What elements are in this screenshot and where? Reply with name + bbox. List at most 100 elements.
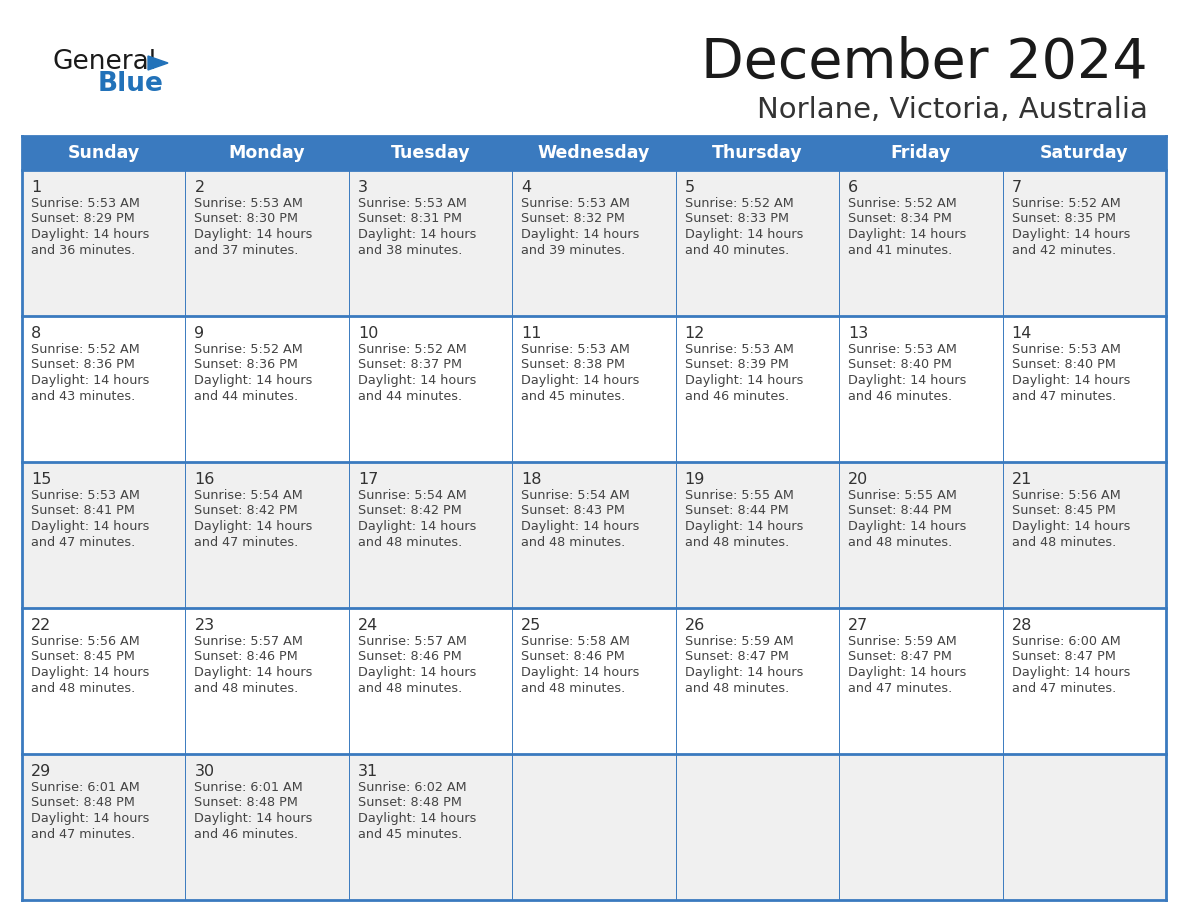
Text: Daylight: 14 hours: Daylight: 14 hours — [522, 520, 639, 533]
Text: Sunrise: 5:55 AM: Sunrise: 5:55 AM — [848, 489, 958, 502]
Text: and 48 minutes.: and 48 minutes. — [684, 535, 789, 548]
Text: Sunset: 8:39 PM: Sunset: 8:39 PM — [684, 359, 789, 372]
Text: Sunrise: 5:57 AM: Sunrise: 5:57 AM — [195, 635, 303, 648]
Text: Sunrise: 5:56 AM: Sunrise: 5:56 AM — [31, 635, 140, 648]
Text: Sunset: 8:44 PM: Sunset: 8:44 PM — [684, 505, 789, 518]
Text: and 48 minutes.: and 48 minutes. — [1011, 535, 1116, 548]
Text: Sunset: 8:47 PM: Sunset: 8:47 PM — [684, 651, 789, 664]
Text: Sunrise: 5:53 AM: Sunrise: 5:53 AM — [848, 343, 958, 356]
Text: and 48 minutes.: and 48 minutes. — [848, 535, 953, 548]
Text: 13: 13 — [848, 326, 868, 341]
Text: Sunrise: 5:52 AM: Sunrise: 5:52 AM — [31, 343, 140, 356]
Text: and 47 minutes.: and 47 minutes. — [1011, 389, 1116, 402]
Text: Sunset: 8:47 PM: Sunset: 8:47 PM — [848, 651, 952, 664]
Text: Daylight: 14 hours: Daylight: 14 hours — [358, 520, 476, 533]
Text: 12: 12 — [684, 326, 706, 341]
Text: 14: 14 — [1011, 326, 1032, 341]
Text: Sunrise: 5:59 AM: Sunrise: 5:59 AM — [848, 635, 956, 648]
Text: and 46 minutes.: and 46 minutes. — [848, 389, 953, 402]
Text: 20: 20 — [848, 472, 868, 487]
Text: 31: 31 — [358, 764, 378, 779]
Text: Sunrise: 5:52 AM: Sunrise: 5:52 AM — [848, 197, 956, 210]
Text: Sunrise: 5:53 AM: Sunrise: 5:53 AM — [358, 197, 467, 210]
Text: Friday: Friday — [891, 144, 952, 162]
Text: 22: 22 — [31, 618, 51, 633]
Text: and 44 minutes.: and 44 minutes. — [195, 389, 298, 402]
Text: 9: 9 — [195, 326, 204, 341]
Text: and 47 minutes.: and 47 minutes. — [31, 827, 135, 841]
Text: 25: 25 — [522, 618, 542, 633]
Text: Daylight: 14 hours: Daylight: 14 hours — [358, 666, 476, 679]
Text: 11: 11 — [522, 326, 542, 341]
Text: Sunrise: 5:52 AM: Sunrise: 5:52 AM — [195, 343, 303, 356]
Text: Sunset: 8:41 PM: Sunset: 8:41 PM — [31, 505, 135, 518]
Text: Daylight: 14 hours: Daylight: 14 hours — [31, 666, 150, 679]
Text: 6: 6 — [848, 180, 858, 195]
Text: Sunset: 8:30 PM: Sunset: 8:30 PM — [195, 212, 298, 226]
Text: Sunrise: 5:57 AM: Sunrise: 5:57 AM — [358, 635, 467, 648]
Text: Sunset: 8:31 PM: Sunset: 8:31 PM — [358, 212, 462, 226]
Text: Sunrise: 5:53 AM: Sunrise: 5:53 AM — [31, 489, 140, 502]
Text: Sunset: 8:38 PM: Sunset: 8:38 PM — [522, 359, 625, 372]
Polygon shape — [148, 56, 168, 70]
Text: Sunrise: 5:53 AM: Sunrise: 5:53 AM — [1011, 343, 1120, 356]
Text: Sunrise: 5:53 AM: Sunrise: 5:53 AM — [195, 197, 303, 210]
Text: Daylight: 14 hours: Daylight: 14 hours — [195, 228, 312, 241]
Text: Sunset: 8:34 PM: Sunset: 8:34 PM — [848, 212, 952, 226]
Text: Daylight: 14 hours: Daylight: 14 hours — [684, 520, 803, 533]
Text: Sunday: Sunday — [68, 144, 140, 162]
Text: Sunset: 8:48 PM: Sunset: 8:48 PM — [358, 797, 462, 810]
Text: and 48 minutes.: and 48 minutes. — [684, 681, 789, 695]
Text: and 41 minutes.: and 41 minutes. — [848, 243, 953, 256]
Text: Sunset: 8:48 PM: Sunset: 8:48 PM — [31, 797, 135, 810]
Text: 8: 8 — [31, 326, 42, 341]
Text: and 42 minutes.: and 42 minutes. — [1011, 243, 1116, 256]
Text: and 40 minutes.: and 40 minutes. — [684, 243, 789, 256]
Text: Sunrise: 6:00 AM: Sunrise: 6:00 AM — [1011, 635, 1120, 648]
Text: Sunrise: 5:59 AM: Sunrise: 5:59 AM — [684, 635, 794, 648]
Text: Sunset: 8:46 PM: Sunset: 8:46 PM — [522, 651, 625, 664]
Text: and 43 minutes.: and 43 minutes. — [31, 389, 135, 402]
Text: and 39 minutes.: and 39 minutes. — [522, 243, 626, 256]
Text: 10: 10 — [358, 326, 378, 341]
Text: Daylight: 14 hours: Daylight: 14 hours — [31, 374, 150, 387]
Bar — [23, 754, 1165, 900]
Text: and 44 minutes.: and 44 minutes. — [358, 389, 462, 402]
Text: Sunrise: 6:01 AM: Sunrise: 6:01 AM — [31, 781, 140, 794]
Text: Sunset: 8:37 PM: Sunset: 8:37 PM — [358, 359, 462, 372]
Text: 3: 3 — [358, 180, 368, 195]
Text: 28: 28 — [1011, 618, 1032, 633]
Text: Daylight: 14 hours: Daylight: 14 hours — [522, 666, 639, 679]
Text: Sunrise: 5:53 AM: Sunrise: 5:53 AM — [31, 197, 140, 210]
Bar — [23, 462, 1165, 608]
Text: Norlane, Victoria, Australia: Norlane, Victoria, Australia — [757, 96, 1148, 124]
Text: Sunset: 8:47 PM: Sunset: 8:47 PM — [1011, 651, 1116, 664]
Text: and 36 minutes.: and 36 minutes. — [31, 243, 135, 256]
Text: 1: 1 — [31, 180, 42, 195]
Text: and 48 minutes.: and 48 minutes. — [522, 681, 626, 695]
Text: Sunset: 8:45 PM: Sunset: 8:45 PM — [1011, 505, 1116, 518]
Text: Sunset: 8:48 PM: Sunset: 8:48 PM — [195, 797, 298, 810]
Text: Daylight: 14 hours: Daylight: 14 hours — [31, 520, 150, 533]
Text: 19: 19 — [684, 472, 706, 487]
Text: 18: 18 — [522, 472, 542, 487]
Text: Sunset: 8:44 PM: Sunset: 8:44 PM — [848, 505, 952, 518]
Text: Daylight: 14 hours: Daylight: 14 hours — [195, 666, 312, 679]
Text: 17: 17 — [358, 472, 378, 487]
Text: Sunset: 8:40 PM: Sunset: 8:40 PM — [848, 359, 952, 372]
Text: Daylight: 14 hours: Daylight: 14 hours — [1011, 666, 1130, 679]
Text: and 47 minutes.: and 47 minutes. — [31, 535, 135, 548]
Text: 27: 27 — [848, 618, 868, 633]
Text: 2: 2 — [195, 180, 204, 195]
Text: Sunset: 8:36 PM: Sunset: 8:36 PM — [195, 359, 298, 372]
Text: Daylight: 14 hours: Daylight: 14 hours — [848, 520, 967, 533]
Text: Tuesday: Tuesday — [391, 144, 470, 162]
Bar — [23, 136, 1165, 170]
Text: Blue: Blue — [97, 71, 164, 97]
Text: and 47 minutes.: and 47 minutes. — [1011, 681, 1116, 695]
Text: Daylight: 14 hours: Daylight: 14 hours — [31, 228, 150, 241]
Text: Daylight: 14 hours: Daylight: 14 hours — [1011, 374, 1130, 387]
Text: Daylight: 14 hours: Daylight: 14 hours — [848, 374, 967, 387]
Text: Sunset: 8:32 PM: Sunset: 8:32 PM — [522, 212, 625, 226]
Text: Sunset: 8:42 PM: Sunset: 8:42 PM — [358, 505, 462, 518]
